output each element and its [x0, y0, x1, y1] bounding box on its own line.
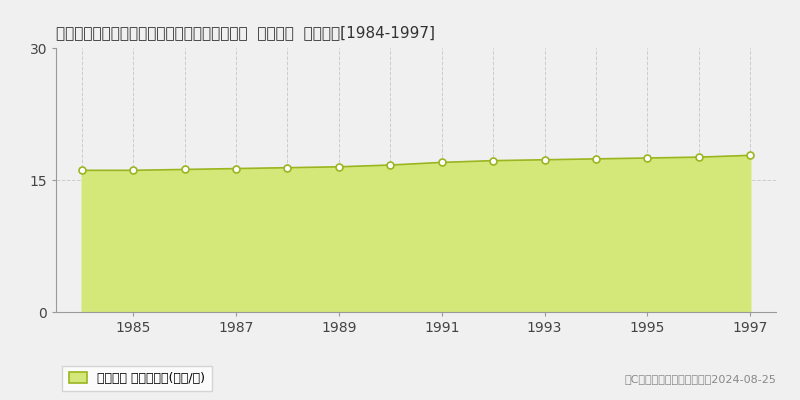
Text: （C）土地価格ドットコム　2024-08-25: （C）土地価格ドットコム 2024-08-25	[624, 374, 776, 384]
Text: 徳島県鸣門市大津町吉永字三石野６０７番３外  地価公示  地価推移[1984-1997]: 徳島県鸣門市大津町吉永字三石野６０７番３外 地価公示 地価推移[1984-199…	[56, 25, 435, 40]
Legend: 地価公示 平均坦単価(万円/坦): 地価公示 平均坦単価(万円/坦)	[62, 366, 211, 391]
